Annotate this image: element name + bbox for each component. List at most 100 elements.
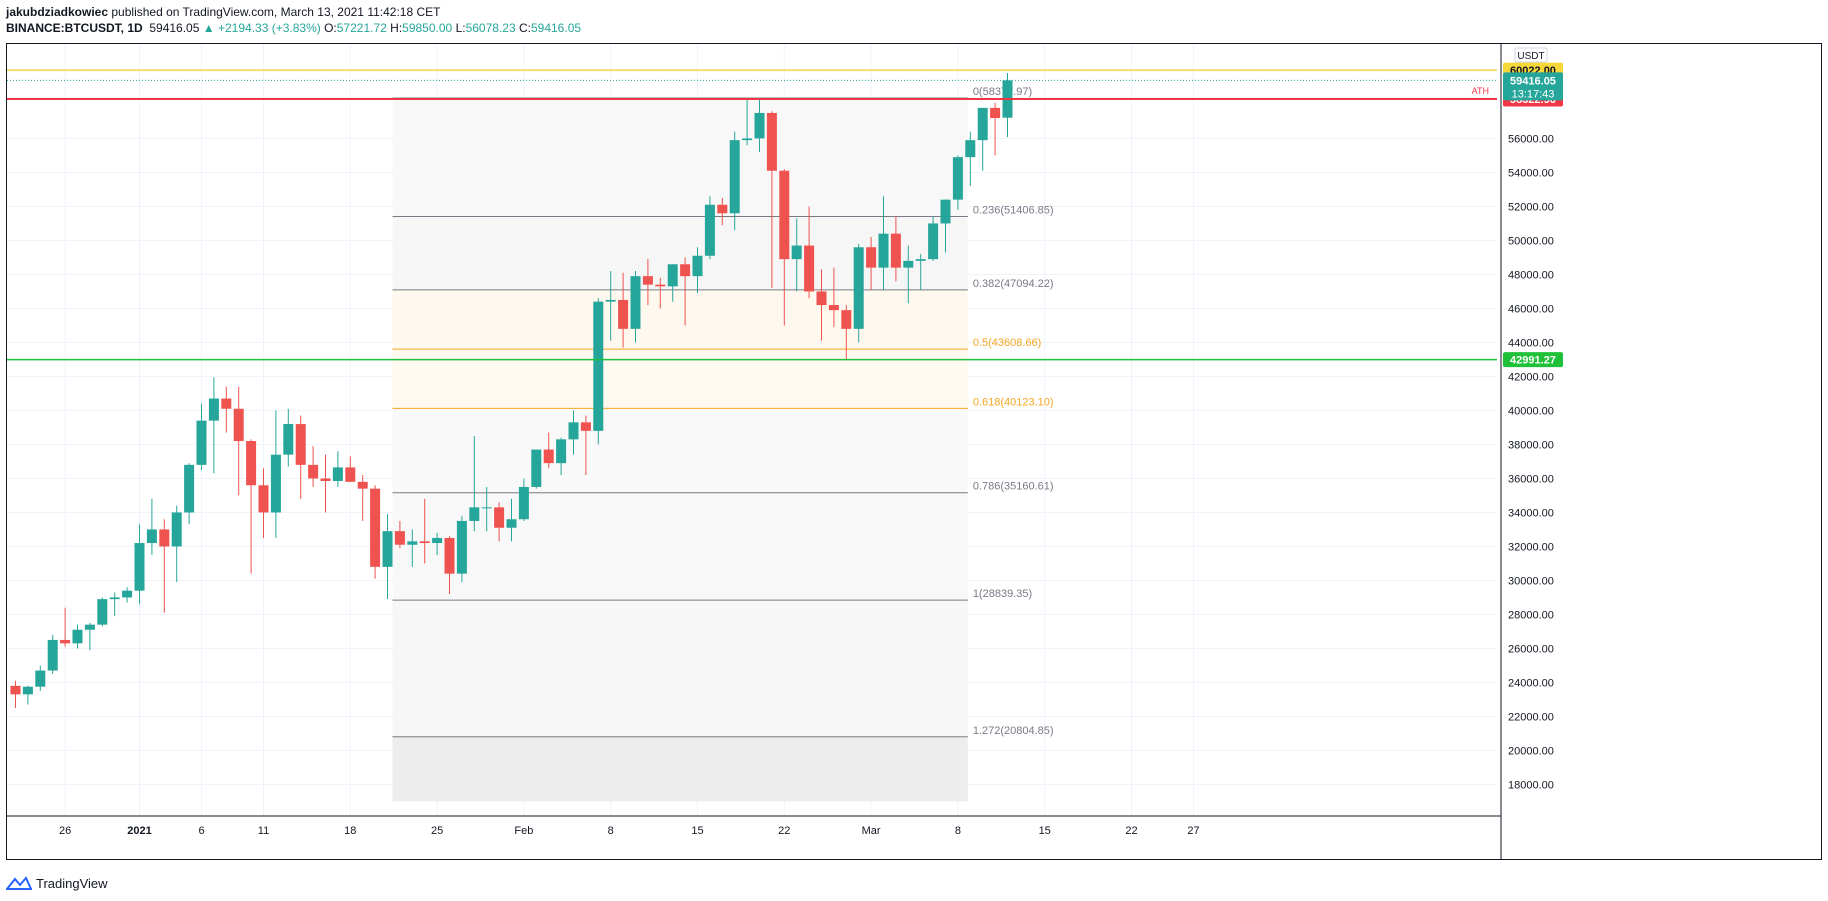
candle-body — [692, 255, 703, 277]
fib-band — [392, 349, 968, 409]
time-tick-label: 8 — [608, 825, 614, 837]
price-tick-label: 40000.00 — [1508, 405, 1554, 417]
price-tag-bg — [1503, 352, 1563, 368]
candle-body — [977, 107, 988, 141]
candle-body — [729, 140, 740, 214]
candle-body — [791, 245, 802, 260]
fib-level-label: 0(58377.97) — [973, 86, 1032, 98]
candle-body — [72, 629, 83, 644]
candle-body — [47, 639, 58, 671]
fib-level-label: 0.382(47094.22) — [973, 278, 1054, 290]
candle-body — [742, 138, 753, 141]
time-tick-label: Feb — [514, 825, 533, 837]
last-price-tag-bg — [1503, 72, 1563, 101]
candle-body — [965, 140, 976, 158]
candle-body — [35, 670, 46, 687]
candle-body — [940, 199, 951, 224]
time-tick-label: 15 — [1039, 825, 1051, 837]
candle-body — [332, 467, 343, 481]
candle-body — [754, 112, 765, 139]
candle-body — [407, 541, 418, 545]
candle-body — [419, 541, 430, 544]
time-tick-label: 18 — [344, 825, 356, 837]
chart-panel[interactable]: 0(58377.97) 0.236(51406.85) 0.382(47094.22… — [6, 43, 1822, 860]
candle-body — [258, 485, 269, 513]
fib-level-label: 1(28839.35) — [973, 588, 1032, 600]
candle-body — [456, 520, 467, 574]
price-tick-label: 20000.00 — [1508, 745, 1554, 757]
candle-body — [903, 260, 914, 268]
price-tick-label: 42000.00 — [1508, 371, 1554, 383]
candle-body — [184, 464, 195, 513]
candle-body — [630, 276, 641, 329]
candle-body — [22, 686, 33, 695]
tradingview-logo-icon — [6, 876, 32, 890]
footer-brand[interactable]: TradingView — [36, 875, 108, 891]
fib-level-label: 0.786(35160.61) — [973, 481, 1054, 493]
price-chart[interactable]: 0(58377.97) 0.236(51406.85) 0.382(47094.22… — [7, 44, 1821, 859]
candle-body — [84, 624, 95, 630]
price-change: +2194.33 (+3.83%) — [217, 21, 321, 35]
candle-body — [494, 507, 505, 528]
candle-body — [345, 467, 356, 482]
candle-body — [841, 310, 852, 329]
candle-body — [853, 247, 864, 329]
candle-body — [10, 685, 21, 695]
candle-body — [568, 422, 579, 440]
candle-body — [122, 590, 133, 598]
fib-level-label: 0.5(43608.66) — [973, 337, 1042, 349]
candle-body — [469, 507, 480, 521]
candle-body — [233, 408, 244, 442]
candle-body — [766, 112, 777, 171]
candle-body — [208, 398, 219, 421]
candle-body — [543, 449, 554, 464]
candle-body — [171, 512, 182, 547]
candle-body — [990, 107, 1001, 119]
fib-level-label: 1.272(20804.85) — [973, 725, 1054, 737]
time-tick-label: 27 — [1187, 825, 1199, 837]
fib-band — [392, 736, 968, 802]
symbol-label[interactable]: BINANCE:BTCUSDT, 1D — [6, 21, 143, 35]
candle-body — [146, 529, 157, 544]
candle-body — [915, 259, 926, 261]
ath-tag: ATH — [1472, 86, 1489, 96]
currency-label: USDT — [1517, 51, 1544, 62]
price-tick-label: 52000.00 — [1508, 201, 1554, 213]
candle-body — [246, 441, 257, 486]
candle-body — [779, 170, 790, 260]
candle-body — [580, 422, 591, 431]
open-label: O: — [324, 21, 337, 35]
price-tick-label: 50000.00 — [1508, 235, 1554, 247]
low-value: 56078.23 — [465, 21, 516, 35]
price-tick-label: 46000.00 — [1508, 303, 1554, 315]
footer: TradingView — [6, 874, 108, 892]
candle-body — [717, 204, 728, 214]
candle-body — [531, 449, 542, 487]
price-tick-label: 28000.00 — [1508, 609, 1554, 621]
fib-band — [392, 289, 968, 350]
high-label: H: — [390, 21, 403, 35]
fib-band — [392, 492, 968, 601]
candle-body — [444, 537, 455, 574]
time-tick-label: 6 — [198, 825, 204, 837]
close-value: 59416.05 — [530, 21, 582, 35]
time-tick-label: 22 — [1125, 825, 1137, 837]
price-tick-label: 32000.00 — [1508, 541, 1554, 553]
author-name[interactable]: jakubdziadkowiec — [6, 5, 109, 19]
time-tick-label: 15 — [691, 825, 703, 837]
candle-body — [928, 223, 939, 260]
candle-body — [357, 481, 368, 489]
price-tick-label: 56000.00 — [1508, 133, 1554, 145]
candle-body — [518, 486, 529, 520]
candle-body — [320, 478, 331, 481]
candle-body — [642, 276, 653, 285]
price-tick-label: 26000.00 — [1508, 643, 1554, 655]
candle-body — [270, 454, 281, 513]
candle-body — [370, 488, 381, 567]
candle-body — [432, 537, 443, 544]
price-tick-label: 18000.00 — [1508, 779, 1554, 791]
fib-band — [392, 98, 968, 217]
last-price-tag-label: 59416.05 — [1510, 75, 1556, 87]
price-tick-label: 22000.00 — [1508, 711, 1554, 723]
time-tick-label: 22 — [778, 825, 790, 837]
